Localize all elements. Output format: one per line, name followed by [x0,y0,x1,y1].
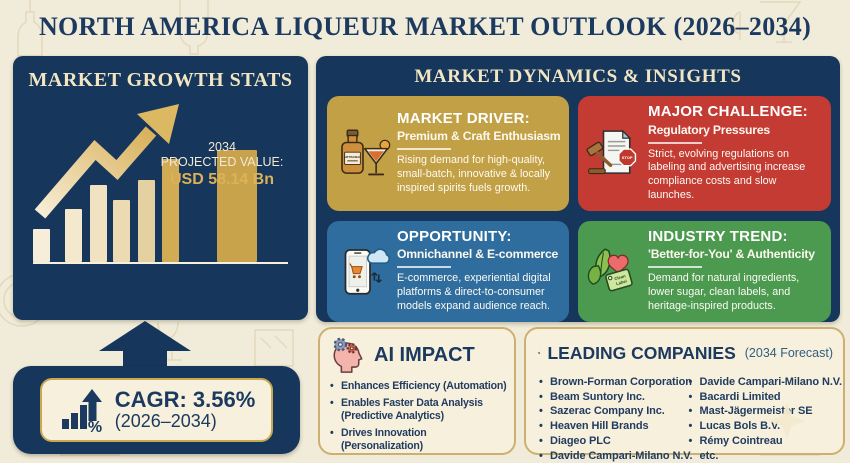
list-item: Lucas Bols B.V. [688,419,834,434]
divider [648,266,702,269]
companies-etc-label: etc. [699,449,719,462]
trend-bar [138,180,155,262]
market-dynamics-panel: MARKET DYNAMICS & INSIGHTS ARTISANAL [316,56,840,322]
phone-cart-cloud-icon [335,240,391,302]
companies-column-1: Brown-Forman CorporationBeam Suntory Inc… [538,375,693,463]
projection-caption: PROJECTED VALUE: [160,154,284,169]
card-heading: MARKET DRIVER: [397,109,530,127]
gavel-document-stop-icon: STOP [586,122,642,184]
trend-bar [33,229,50,262]
list-item: Bacardi Limited [688,390,834,405]
card-subheading: 'Better-for-You' & Authenticity [648,247,815,262]
cagr-period: (2026–2034) [114,411,217,432]
dynamics-cards-grid: ARTISANAL MARKET DRIVER: Premium & Craft… [327,96,831,322]
ai-impact-card: AI IMPACT Enhances Efficiency (Automatio… [318,327,516,455]
card-subheading: Omnichannel & E-commerce [397,247,559,262]
list-item: Brown-Forman Corporation [538,375,692,390]
list-item: Davide Campari-Milano N.V. [538,449,693,463]
dynamics-panel-title: MARKET DYNAMICS & INSIGHTS [414,66,742,87]
card-body: Rising demand for high-quality, small-ba… [397,154,551,195]
svg-text:ARTISANAL: ARTISANAL [344,155,361,159]
projection-year: 2034 [208,140,236,154]
card-heading: INDUSTRY TREND: [648,227,788,245]
leading-companies-card: LEADING COMPANIES (2034 Forecast) Brown-… [524,327,845,463]
list-item: Heaven Hill Brands [538,419,684,434]
card-body: Strict, evolving regulations on labeling… [648,147,806,201]
list-item: Rémy Cointreau [688,434,834,449]
up-arrow-connector-icon [99,321,191,368]
svg-text:Clean: Clean [614,273,627,281]
page-title: NORTH AMERICA LIQUEUR MARKET OUTLOOK (20… [38,12,812,41]
cagr-text: CAGR: 3.56% (2026–2034) [115,388,256,432]
card-subheading: Regulatory Pressures [648,122,770,137]
growth-zigzag-arrow-icon [34,104,179,219]
trend-bar [217,150,257,262]
trend-bar [90,185,107,262]
cagr-box: % CAGR: 3.56% (2026–2034) [13,366,300,454]
card-subheading: Premium & Craft Enthusiasm [397,129,561,144]
card-body: Demand for natural ingredients, lower su… [648,272,800,312]
leaf-heart-clean-label-icon: Clean Label [586,240,642,302]
ai-head-gears-icon [333,337,363,373]
divider [648,141,702,144]
ai-impact-list: Enhances Efficiency (Automation) Enables … [329,380,508,453]
market-driver-card: ARTISANAL MARKET DRIVER: Premium & Craft… [327,96,569,211]
opportunity-card: OPPORTUNITY: Omnichannel & E-commerce E-… [327,220,569,322]
svg-text:Label: Label [615,279,627,287]
cagr-growth-chart-icon: % [61,389,102,433]
card-heading: OPPORTUNITY: [397,227,512,245]
list-item: Sazerac Company Inc. [538,404,684,419]
list-item: Davide Campari-Milano N.V. [688,375,842,390]
companies-column-2: Davide Campari-Milano N.V.Bacardi Limite… [688,375,842,463]
list-item: Mast-Jägermeister SE [688,404,834,419]
card-heading: MAJOR CHALLENGE: [648,103,808,120]
projection-value: USD 58.14 Bn [169,170,275,188]
svg-text:%: % [88,419,102,433]
leading-companies-subtitle: (2034 Forecast) [744,346,833,360]
divider [397,148,451,151]
list-item: Enhances Efficiency (Automation) [329,380,508,393]
list-item: Diageo PLC [538,434,684,449]
card-body: E-commerce, experiential digital platfor… [397,272,551,312]
sparkle-icon [768,402,806,440]
growth-bar-chart: 2034 PROJECTED VALUE: USD 58.14 Bn 2025 … [33,104,306,418]
major-challenge-card: STOP MAJOR CHALLENGE: Regulatory Pressur… [578,96,831,211]
divider [397,266,451,269]
artisanal-bottle-cocktail-icon: ARTISANAL [335,122,391,184]
svg-text:STOP: STOP [622,156,633,161]
liquor-bottles-icon [538,351,541,354]
projected-value-label: 2034 PROJECTED VALUE: USD 58.14 Bn [154,140,290,189]
growth-panel-title: MARKET GROWTH STATS [28,69,293,91]
trend-bars [33,98,288,264]
ai-impact-title: AI IMPACT [374,343,475,366]
leading-companies-title: LEADING COMPANIES [547,342,736,363]
trend-bar [162,159,179,262]
industry-trend-card: Clean Label INDUSTRY TREND: 'Better-for-… [578,220,831,322]
banner: NORTH AMERICA LIQUEUR MARKET OUTLOOK (20… [0,0,850,54]
list-item: Beam Suntory Inc. [538,390,684,405]
list-item: Enables Faster Data Analysis (Predictive… [329,397,508,423]
list-item: Drives Innovation (Personalization) [329,427,508,453]
market-growth-panel: MARKET GROWTH STATS 2034 PROJECTED VALUE… [13,56,308,418]
trend-bar [113,200,130,262]
cagr-value: CAGR: 3.56% [114,386,256,412]
trend-bar [65,209,82,262]
cagr-inner-card: % CAGR: 3.56% (2026–2034) [40,378,273,442]
